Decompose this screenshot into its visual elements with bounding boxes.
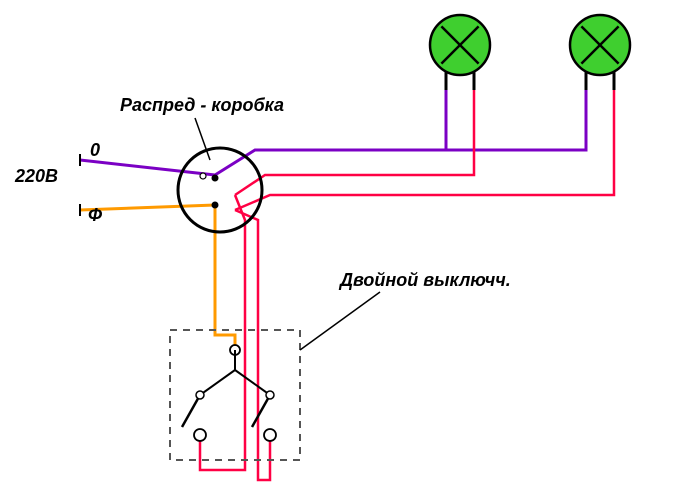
junction-box <box>178 148 262 232</box>
wiring-diagram <box>0 0 700 500</box>
double-switch-label: Двойной выключч. <box>340 270 511 291</box>
lamp-1-icon <box>430 15 490 75</box>
neutral-label: 0 <box>90 140 100 161</box>
junction-box-label: Распред - коробка <box>120 95 284 116</box>
voltage-label: 220В <box>15 166 58 187</box>
lamp-2-icon <box>570 15 630 75</box>
phase-label: Ф <box>88 205 102 226</box>
